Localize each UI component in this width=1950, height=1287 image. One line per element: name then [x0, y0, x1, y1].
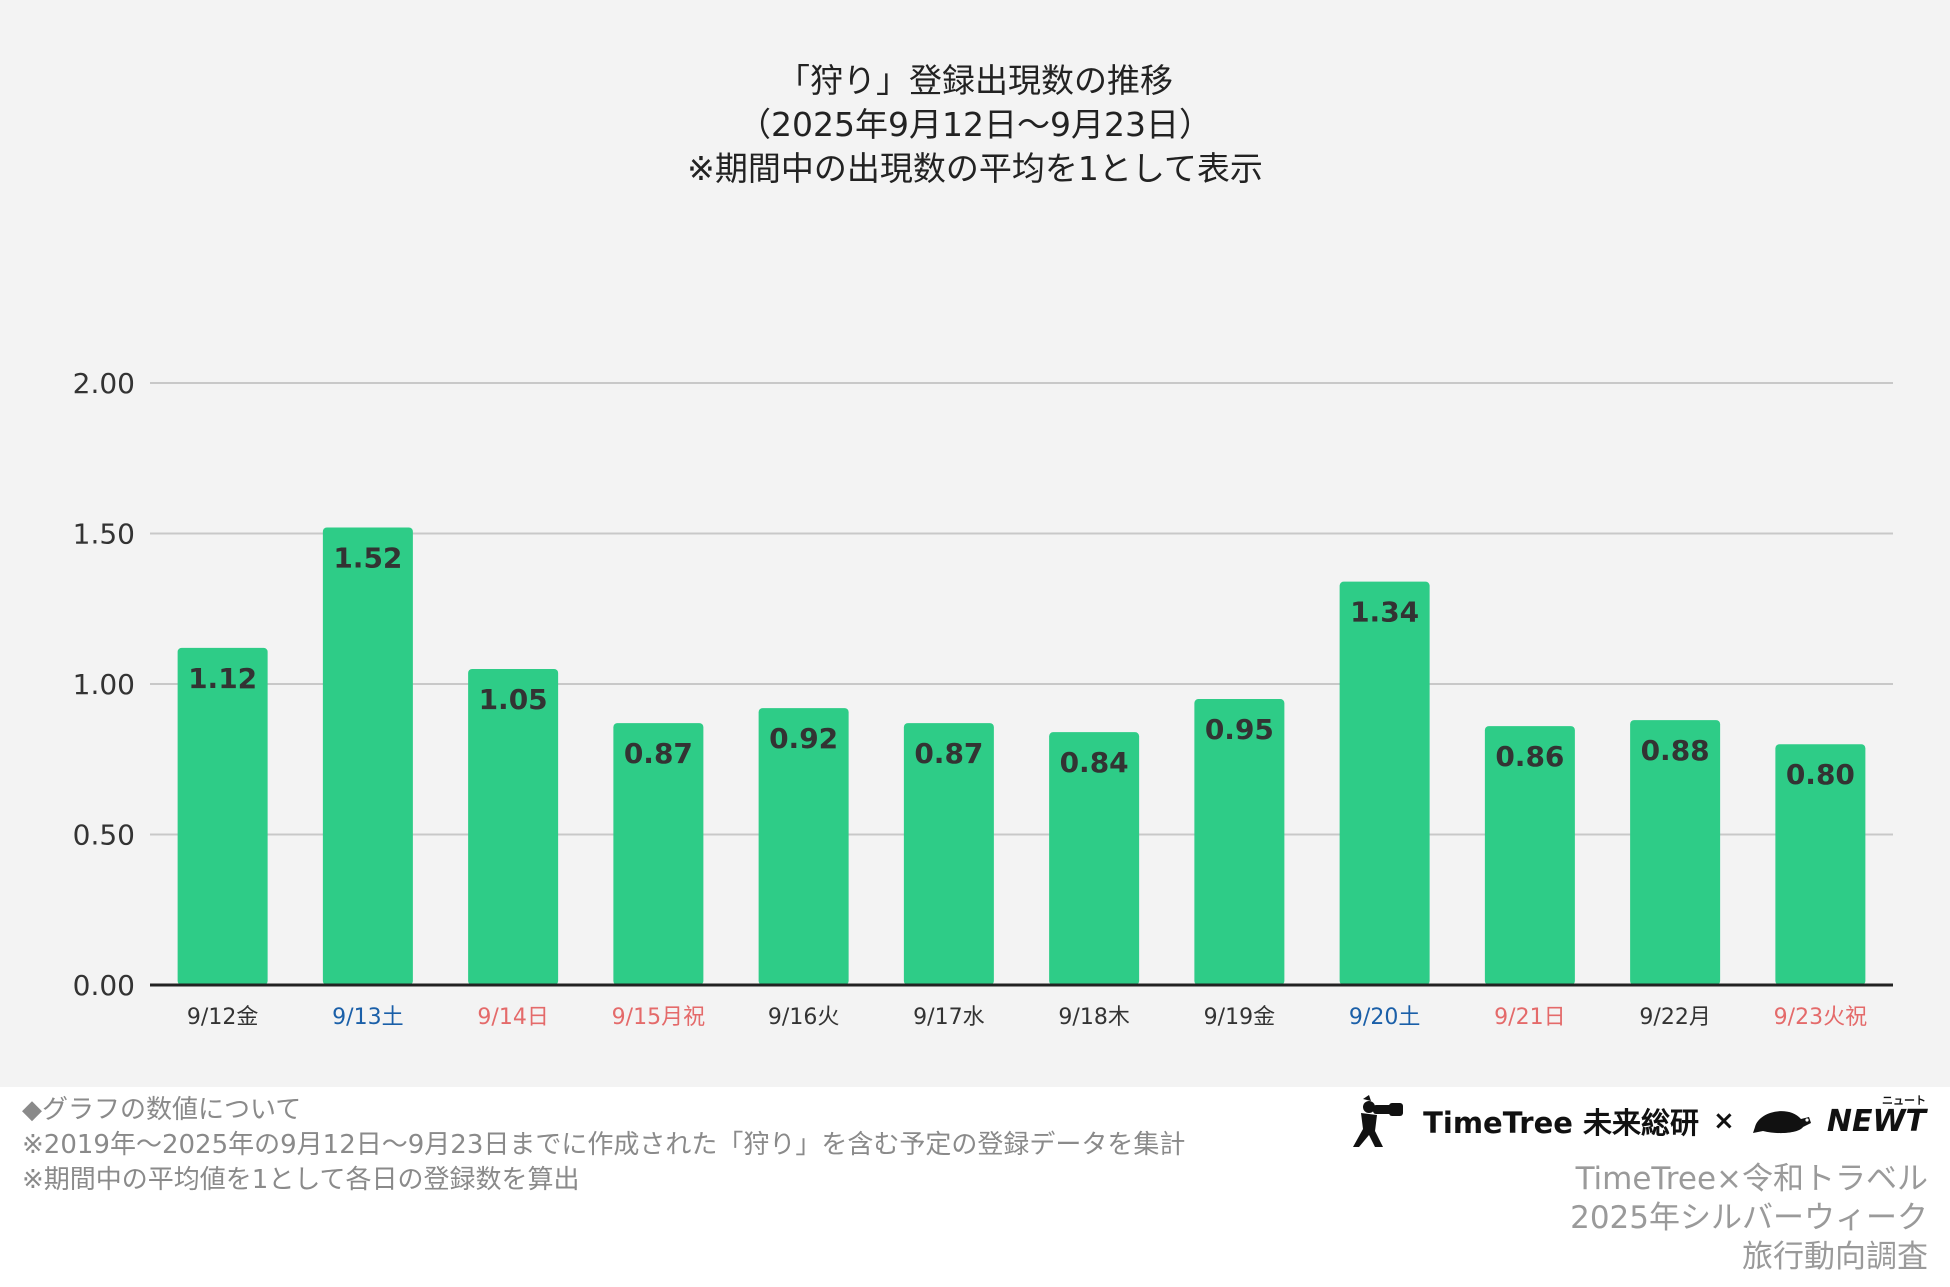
y-tick-label: 0.50: [73, 819, 135, 852]
data-label: 1.05: [479, 683, 548, 716]
chart-title-line-3: ※期間中の出現数の平均を1として表示: [687, 149, 1263, 188]
bar: [1339, 581, 1430, 985]
data-label: 1.52: [333, 541, 402, 574]
category-label: 9/17水: [913, 1005, 984, 1030]
bar: [758, 708, 849, 985]
bar: [177, 647, 268, 985]
survey-line-2: 2025年シルバーウィーク: [1570, 1200, 1928, 1236]
data-label: 0.86: [1495, 740, 1564, 773]
data-label: 0.95: [1205, 713, 1274, 746]
binoculars-person-icon: [1353, 1095, 1404, 1147]
bar-chart: 0.00 0.50 1.00 1.50 2.00 1.12 9/12金 1.52 9/13土 1.…: [73, 367, 1893, 1030]
bar: [1194, 699, 1285, 985]
notes: ◆グラフの数値について ※2019年〜2025年の9月12日〜9月23日までに作…: [22, 1093, 1185, 1198]
data-label: 1.12: [188, 662, 257, 695]
bar: [468, 668, 559, 985]
category-label: 9/22月: [1639, 1005, 1710, 1030]
notes-heading: ◆グラフの数値について: [22, 1095, 302, 1125]
chart-title-line-1: 「狩り」登録出現数の推移: [777, 61, 1173, 100]
notes-line-2: ※期間中の平均値を1として各日の登録数を算出: [22, 1165, 580, 1195]
category-label: 9/16火: [768, 1005, 839, 1030]
category-label: 9/13土: [332, 1005, 403, 1030]
y-tick-label: 2.00: [73, 367, 135, 400]
brand-logos: TimeTree 未来総研 × ニュート NEWT: [1349, 1093, 1926, 1149]
category-label: 9/15月祝: [612, 1005, 705, 1030]
brand-times: ×: [1713, 1106, 1735, 1136]
bar: [1484, 726, 1575, 985]
survey-line-3: 旅行動向調査: [1742, 1239, 1928, 1275]
newt-kana: ニュート: [1882, 1093, 1926, 1107]
bar: [322, 527, 413, 985]
timetree-logo-text: TimeTree 未来総研: [1423, 1106, 1700, 1140]
category-label: 9/21日: [1494, 1005, 1565, 1030]
data-label: 0.87: [624, 737, 693, 770]
category-label: 9/12金: [187, 1005, 258, 1030]
data-label: 1.34: [1350, 596, 1419, 629]
data-label: 0.87: [914, 737, 983, 770]
data-label: 0.92: [769, 722, 838, 755]
bar: [1775, 744, 1866, 985]
notes-line-1: ※2019年〜2025年の9月12日〜9月23日までに作成された「狩り」を含む予…: [22, 1130, 1186, 1160]
bar: [613, 723, 704, 985]
survey-caption: TimeTree×令和トラベル 2025年シルバーウィーク 旅行動向調査: [1570, 1160, 1928, 1277]
y-tick-label: 1.50: [73, 518, 135, 551]
data-label: 0.84: [1060, 746, 1129, 779]
bar: [1049, 732, 1140, 985]
turtle-icon: [1752, 1111, 1811, 1134]
category-label: 9/20土: [1349, 1005, 1420, 1030]
category-label: 9/14日: [477, 1005, 548, 1030]
category-label: 9/23火祝: [1774, 1005, 1867, 1030]
data-label: 0.88: [1641, 734, 1710, 767]
category-label: 9/19金: [1204, 1005, 1275, 1030]
bar: [1630, 720, 1721, 985]
chart-title-line-2: （2025年9月12日〜9月23日）: [738, 105, 1212, 144]
y-tick-label: 0.00: [73, 969, 135, 1002]
newt-logo-text: ニュート NEWT: [1826, 1094, 1926, 1139]
bar: [903, 723, 994, 985]
data-label: 0.80: [1786, 758, 1855, 791]
category-label: 9/18木: [1058, 1005, 1129, 1030]
survey-line-1: TimeTree×令和トラベル: [1575, 1161, 1928, 1197]
newt-wordmark: NEWT: [1826, 1103, 1926, 1139]
y-tick-label: 1.00: [73, 668, 135, 701]
